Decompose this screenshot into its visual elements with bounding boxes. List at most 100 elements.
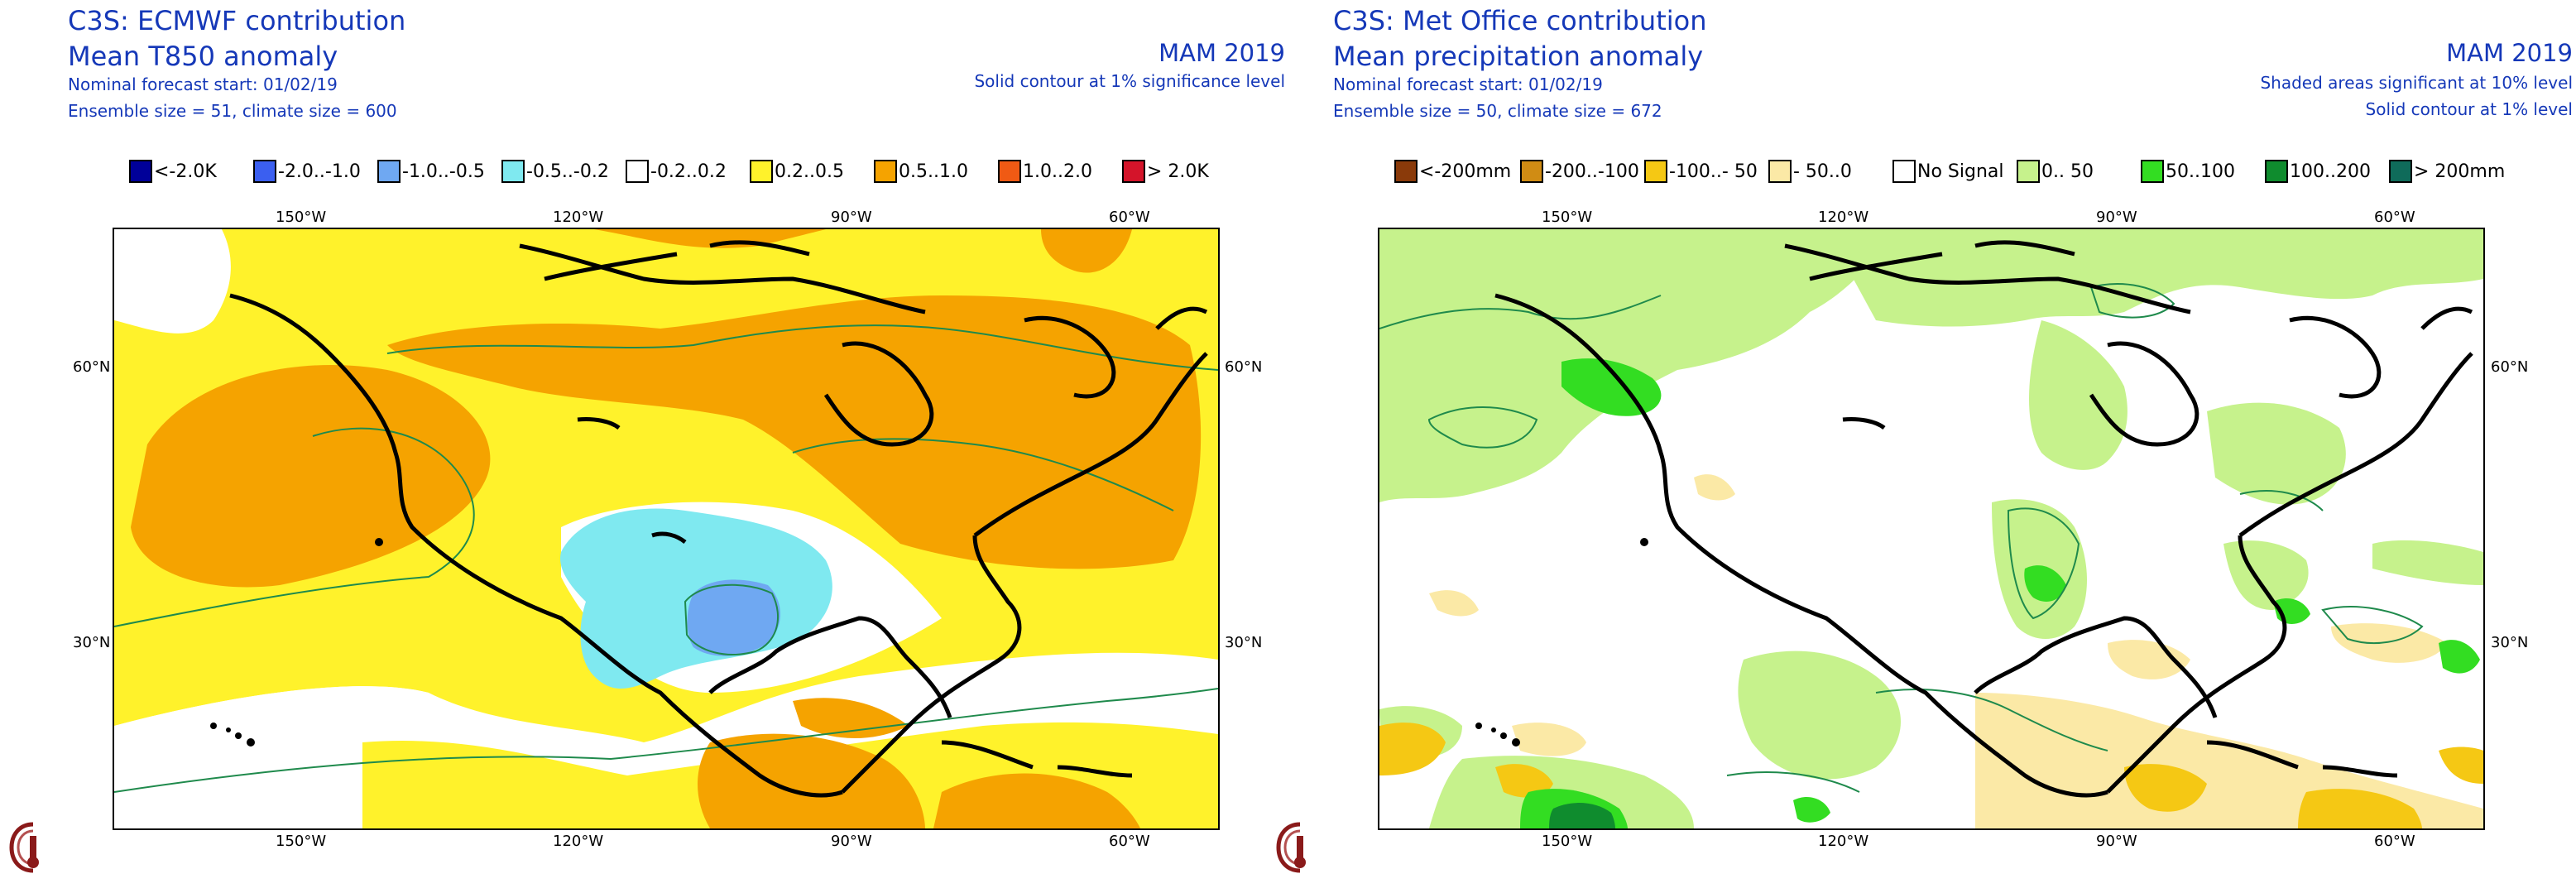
lat-tick-right: 60°N (2491, 358, 2529, 376)
legend-swatch (1644, 160, 1667, 183)
legend-swatch (1520, 160, 1543, 183)
legend-item: 0.2..0.5 (750, 157, 844, 185)
legend-label: - 50..0 (1793, 161, 1852, 182)
panel-title: C3S: Met Office contribution (1333, 5, 1707, 36)
legend-item: No Signal (1892, 157, 2004, 185)
legend-label: 100..200 (2290, 161, 2371, 182)
legend-label: -0.5..-0.2 (526, 161, 609, 182)
lat-tick-right: 30°N (1225, 634, 1263, 651)
lon-tick-top: 150°W (276, 209, 327, 226)
panel-ecmwf: C3S: ECMWF contribution Mean T850 anomal… (0, 5, 1288, 886)
legend-item: 1.0..2.0 (998, 157, 1092, 185)
anomaly-blue-region (687, 579, 780, 656)
legend-label: -100..- 50 (1669, 161, 1758, 182)
legend-item: -0.2..0.2 (626, 157, 727, 185)
precip-dark-green-region (1549, 803, 1615, 828)
legend-label: No Signal (1917, 161, 2004, 182)
legend-label: 0.5..1.0 (899, 161, 968, 182)
panel-subtitle: Mean T850 anomaly (68, 41, 338, 72)
legend-swatch (1892, 160, 1916, 183)
legend-label: -2.0..-1.0 (278, 161, 361, 182)
lon-tick-top: 90°W (831, 209, 872, 226)
legend-item: 50..100 (2141, 157, 2235, 185)
legend-swatch (2265, 160, 2288, 183)
ensemble-size: Ensemble size = 50, climate size = 672 (1333, 101, 1662, 121)
lon-tick-top: 120°W (553, 209, 604, 226)
legend-label: > 2.0K (1147, 161, 1209, 182)
anomaly-white-arctic (114, 229, 231, 334)
legend-label: -1.0..-0.5 (402, 161, 485, 182)
panel-met-office: C3S: Met Office contribution Mean precip… (1276, 0, 2576, 893)
legend-swatch (2389, 160, 2412, 183)
lon-tick-bottom: 90°W (2096, 833, 2137, 850)
legend-swatch (750, 160, 773, 183)
climate-change-service-logo (8, 819, 190, 886)
lon-tick-top: 150°W (1542, 209, 1593, 226)
forecast-start: Nominal forecast start: 01/02/19 (1333, 74, 1603, 94)
significance-note-2: Solid contour at 1% level (2365, 99, 2573, 119)
legend: <-200mm -200..-100 -100..- 50 - 50..0 No… (1288, 157, 2576, 185)
legend-label: 1.0..2.0 (1023, 161, 1092, 182)
legend-swatch (1394, 160, 1418, 183)
legend-swatch (501, 160, 525, 183)
legend-label: > 200mm (2414, 161, 2506, 182)
climate-change-service-logo (1275, 819, 1457, 886)
lon-tick-bottom: 90°W (831, 833, 872, 850)
legend-swatch (626, 160, 649, 183)
legend-swatch (2017, 160, 2040, 183)
lon-tick-top: 60°W (1109, 209, 1150, 226)
legend-item: > 200mm (2389, 157, 2505, 185)
significance-contours (114, 324, 1218, 793)
lon-tick-top: 120°W (1818, 209, 1869, 226)
lon-tick-bottom: 60°W (1109, 833, 1150, 850)
legend-label: <-2.0K (154, 161, 217, 182)
lon-tick-bottom: 150°W (1542, 833, 1593, 850)
island-marks (210, 538, 383, 747)
legend-item: -2.0..-1.0 (253, 157, 361, 185)
lon-tick-bottom: 120°W (553, 833, 604, 850)
map-t850-anomaly (113, 228, 1220, 830)
legend: <-2.0K -2.0..-1.0 -1.0..-0.5 -0.5..-0.2 … (0, 157, 1288, 185)
lat-tick-left: 30°N (73, 634, 111, 651)
legend-swatch (377, 160, 401, 183)
lat-tick-right: 30°N (2491, 634, 2529, 651)
legend-label: 50..100 (2166, 161, 2235, 182)
precip-yellow-field (1379, 723, 2483, 828)
legend-swatch (1122, 160, 1145, 183)
lon-tick-bottom: 60°W (2374, 833, 2415, 850)
legend-swatch (129, 160, 152, 183)
legend-item: -1.0..-0.5 (377, 157, 485, 185)
legend-label: 0.2..0.5 (775, 161, 844, 182)
significance-note: Shaded areas significant at 10% level (2260, 73, 2573, 93)
legend-label: 0.. 50 (2041, 161, 2094, 182)
lon-tick-bottom: 150°W (276, 833, 327, 850)
forecast-start: Nominal forecast start: 01/02/19 (68, 74, 338, 94)
legend-item: 0.. 50 (2017, 157, 2094, 185)
legend-swatch (2141, 160, 2164, 183)
legend-label: -200..-100 (1545, 161, 1639, 182)
island-marks (1475, 538, 1648, 747)
anomaly-orange-field (131, 229, 1202, 828)
land-outlines (1494, 240, 2473, 798)
legend-label: -0.2..0.2 (650, 161, 727, 182)
legend-item: > 2.0K (1122, 157, 1209, 185)
panel-subtitle: Mean precipitation anomaly (1333, 41, 1704, 72)
season-label: MAM 2019 (1158, 39, 1285, 67)
lon-tick-bottom: 120°W (1818, 833, 1869, 850)
legend-item: -0.5..-0.2 (501, 157, 609, 185)
legend-item: <-200mm (1394, 157, 1511, 185)
anomaly-white-southwest (114, 686, 429, 792)
season-label: MAM 2019 (2446, 39, 2573, 67)
legend-swatch (253, 160, 276, 183)
legend-swatch (998, 160, 1021, 183)
lon-tick-top: 60°W (2374, 209, 2415, 226)
significance-note: Solid contour at 1% significance level (974, 71, 1285, 91)
panel-title: C3S: ECMWF contribution (68, 5, 406, 36)
land-outlines (229, 240, 1208, 798)
legend-item: -100..- 50 (1644, 157, 1758, 185)
legend-swatch (1768, 160, 1792, 183)
lon-tick-top: 90°W (2096, 209, 2137, 226)
ensemble-size: Ensemble size = 51, climate size = 600 (68, 101, 397, 121)
legend-item: <-2.0K (129, 157, 217, 185)
lat-tick-left: 60°N (73, 358, 111, 376)
